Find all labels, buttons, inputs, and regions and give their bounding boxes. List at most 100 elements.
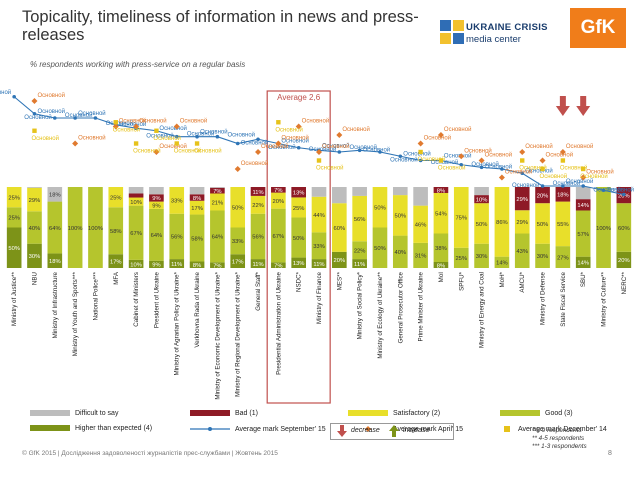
footer-text: © GfK 2015 | Дослідження задоволеності ж… (22, 450, 278, 457)
avg-apr15-label: Основной (241, 160, 269, 167)
avg-apr15-marker (72, 140, 79, 147)
category-label: NERC** (621, 271, 628, 294)
avg-sep15-label: Основной (593, 187, 621, 194)
data-label-good: 33% (313, 244, 325, 250)
bar-segment-bad (575, 199, 591, 211)
avg-sep15-point (581, 184, 585, 188)
avg-sep15-label: Основной (363, 146, 391, 153)
bar-segment-difficult (392, 187, 408, 196)
data-label-good: 31% (415, 254, 427, 260)
category-label: Ministry of Finance (316, 271, 323, 323)
data-label-satisfactory: 50% (537, 222, 549, 228)
data-label-satisfactory: 55% (557, 222, 569, 228)
avg-sep15-point (398, 154, 403, 159)
bar-segment-satisfactory (474, 203, 489, 244)
data-label-satisfactory: 54% (435, 212, 447, 218)
bar-segment-good (88, 187, 103, 268)
bar-segment-higher (149, 260, 164, 268)
data-label-good: 25% (455, 256, 467, 262)
avg-sep15-label: Основной (390, 157, 418, 164)
avg-dec14-marker (113, 120, 118, 125)
data-label-satisfactory: 22% (252, 203, 264, 209)
bar-segment-bad (149, 194, 164, 202)
category-label: Ministry of Energy and Coal (479, 272, 486, 348)
data-label-good: 67% (130, 231, 142, 237)
bar-segment-good (413, 242, 428, 268)
data-label-good: 50% (374, 246, 386, 252)
avg-apr15-label: Основной (525, 143, 553, 150)
bar-segment-satisfactory (453, 187, 469, 248)
bar-segment-good (433, 233, 449, 262)
avg-sep15-label: Основной (106, 120, 134, 127)
bar-segment-difficult (352, 187, 367, 196)
bar-segment-bad (250, 187, 266, 196)
bar-segment-good (67, 187, 83, 268)
avg-sep15-point (540, 184, 545, 188)
legend-swatch-bad (190, 410, 230, 417)
data-label-satisfactory: 25% (8, 195, 20, 201)
bar-segment-good (6, 207, 22, 228)
data-label-satisfactory: 25% (293, 206, 305, 212)
data-label-bad: 14% (577, 203, 589, 209)
avg-sep15-label: Основной (403, 150, 431, 157)
legend-line-icon (190, 427, 230, 431)
avg-apr15-label: Основной (281, 135, 309, 142)
data-label-bad: 7% (274, 188, 282, 194)
bar-segment-bad (433, 187, 449, 193)
avg-dec14-label: Основной (316, 165, 344, 172)
data-label-higher: 50% (8, 246, 20, 252)
category-label: Ministry of Agrarian Policy of Ukraine* (174, 271, 181, 375)
avg-sep15-point (53, 116, 57, 120)
bar-segment-higher (616, 251, 632, 268)
legend-label: Average mark December' 14 (518, 425, 607, 433)
bar-segment-good (596, 187, 611, 268)
bar-segment-higher (210, 262, 225, 268)
data-label-higher: 8% (193, 263, 201, 269)
data-label-higher: 18% (49, 259, 61, 265)
avg-dec14-label: Основной (194, 148, 222, 155)
decrease-label: decrease (351, 427, 380, 434)
category-label: MFA (113, 271, 120, 285)
average-label: Average 2,6 (277, 93, 321, 102)
data-label-good: 27% (557, 255, 569, 261)
data-label-higher: 17% (110, 259, 122, 265)
bar-segment-satisfactory (392, 195, 408, 236)
data-label-higher: 8% (437, 263, 445, 269)
bar-segment-satisfactory (210, 193, 225, 211)
legend-dec-icon (504, 426, 510, 432)
bar-segment-satisfactory (494, 187, 510, 257)
avg-sep15-point (32, 111, 37, 116)
avg-dec14-label: Основной (519, 165, 547, 172)
data-label-higher: 20% (618, 258, 630, 264)
bar-segment-difficult (332, 187, 347, 204)
bar-segment-higher (271, 262, 286, 268)
bar-segment-difficult (189, 187, 205, 195)
avg-sep15-point (357, 148, 362, 153)
bar-segment-difficult (47, 187, 63, 202)
data-label-bad: 10% (476, 197, 488, 203)
bar-segment-satisfactory (352, 195, 367, 242)
avg-apr15-label: Основной (139, 118, 167, 125)
avg-sep15-label: Основной (119, 121, 147, 128)
page-title: Topicality, timeliness of information in… (22, 8, 419, 44)
avg-sep15-point (93, 116, 98, 120)
category-label: Ministry of Regional Development of Ukra… (235, 271, 242, 396)
legend-swatch-satisfactory (348, 410, 388, 417)
category-label: Verkhovna Rada of Ukraine (194, 271, 201, 347)
bar-segment-good (514, 233, 530, 268)
avg-dec14-marker (174, 141, 179, 146)
avg-apr15-label: Основной (322, 143, 350, 150)
category-label: MoI (438, 272, 445, 283)
bar-segment-higher (575, 256, 591, 268)
data-label-good: 58% (110, 229, 122, 235)
avg-dec14-marker (438, 158, 444, 163)
avg-sep15-label: Основной (444, 153, 472, 160)
bar-segment-good (271, 208, 286, 263)
legend-swatch-good (500, 410, 540, 417)
bar-segment-satisfactory (169, 187, 185, 214)
legend-label: Bad (1) (235, 410, 258, 417)
avg-apr15-marker (519, 149, 526, 155)
bar-segment-good (555, 246, 571, 268)
data-label-good: 50% (293, 236, 305, 242)
avg-apr15-label: Основной (485, 152, 513, 159)
